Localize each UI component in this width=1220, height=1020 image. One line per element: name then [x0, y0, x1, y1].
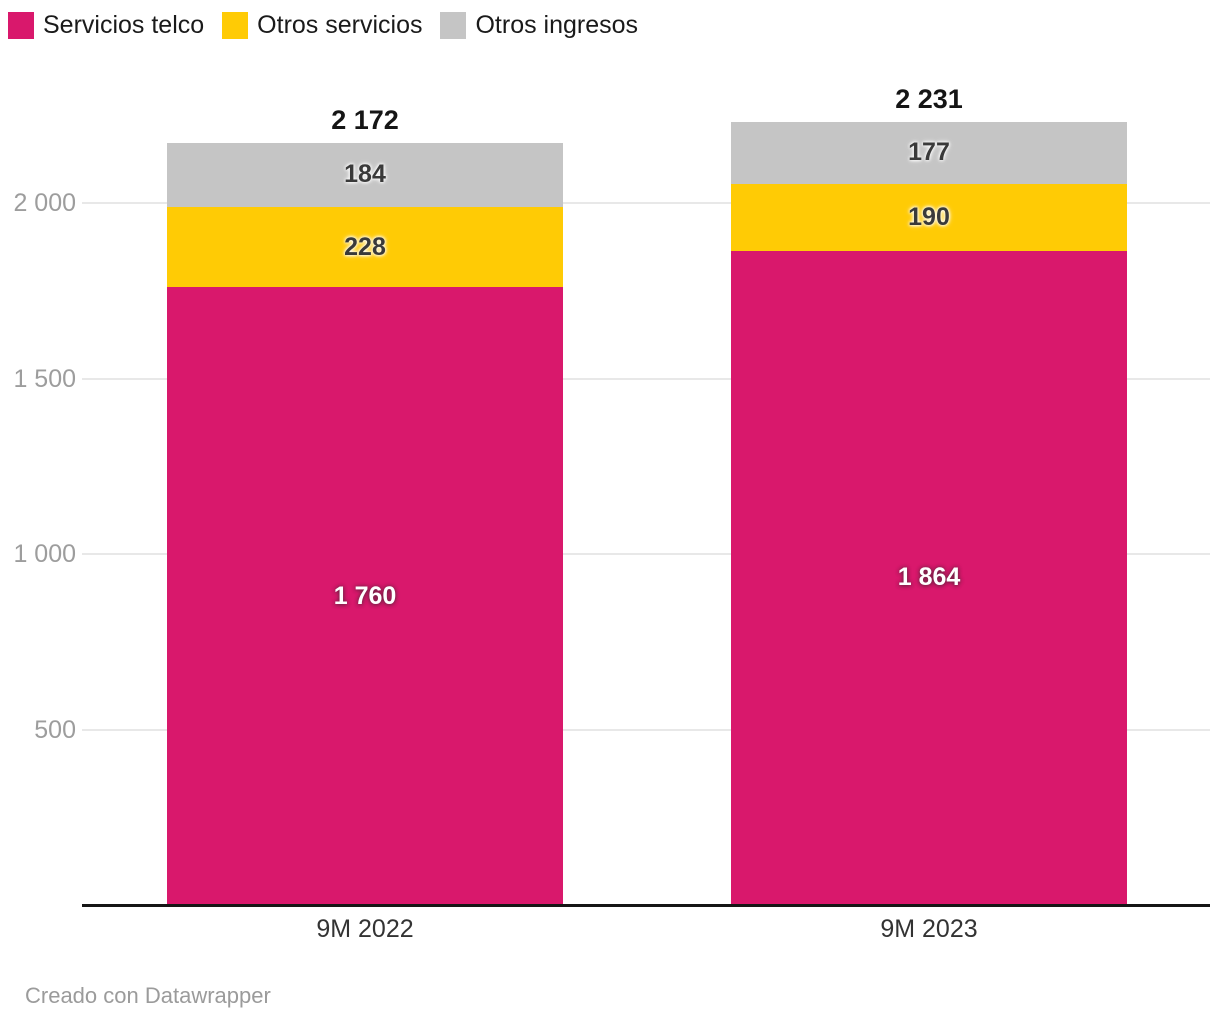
- chart-legend: Servicios telco Otros servicios Otros in…: [8, 12, 638, 39]
- gridline-500: [82, 728, 1210, 731]
- legend-swatch-servicios-telco: [8, 12, 34, 39]
- gridline-1500: [82, 377, 1210, 380]
- bar-segment-otros-servicios-9m-2023[interactable]: 190: [731, 184, 1127, 251]
- legend-item-otros-servicios: Otros servicios: [222, 12, 422, 39]
- y-tick-label-2000: 2 000: [13, 189, 76, 217]
- bar-segment-otros-servicios-9m-2022[interactable]: 228: [167, 207, 563, 288]
- legend-item-otros-ingresos: Otros ingresos: [440, 12, 638, 39]
- legend-label: Otros servicios: [257, 11, 423, 39]
- y-tick-label-1500: 1 500: [13, 364, 76, 393]
- segment-value-label: 1 864: [897, 563, 961, 592]
- legend-label: Otros ingresos: [475, 11, 639, 39]
- segment-value-label: 1 760: [333, 581, 397, 610]
- bar-segment-otros-ingresos-9m-2023[interactable]: 177: [731, 121, 1127, 185]
- bar-segment-servicios-telco-9m-2023[interactable]: 1 864: [731, 250, 1127, 905]
- legend-swatch-otros-ingresos: [440, 12, 467, 39]
- total-label-9m-2023: 2 231: [895, 83, 963, 114]
- x-axis-line: [82, 904, 1210, 907]
- bar-segment-otros-ingresos-9m-2022[interactable]: 184: [167, 142, 563, 208]
- legend-swatch-otros-servicios: [222, 12, 249, 39]
- x-axis-label-9m-2022: 9M 2022: [316, 915, 414, 943]
- y-tick-label-1000: 1 000: [13, 540, 76, 568]
- segment-value-label: 177: [908, 138, 950, 167]
- x-axis-label-9m-2023: 9M 2023: [880, 915, 978, 943]
- segment-value-label: 228: [344, 232, 386, 261]
- total-label-9m-2022: 2 172: [331, 104, 399, 135]
- y-tick-label-500: 500: [34, 715, 76, 744]
- segment-value-label: 184: [344, 160, 386, 189]
- attribution-text: Creado con Datawrapper: [25, 983, 271, 1008]
- legend-label: Servicios telco: [43, 11, 205, 39]
- segment-value-label: 190: [908, 202, 950, 231]
- bar-segment-servicios-telco-9m-2022[interactable]: 1 760: [167, 287, 563, 905]
- attribution: Creado con Datawrapper: [25, 983, 271, 1009]
- gridline-1000: [82, 553, 1210, 555]
- gridline-2000: [82, 202, 1210, 204]
- legend-item-servicios-telco: Servicios telco: [8, 12, 204, 39]
